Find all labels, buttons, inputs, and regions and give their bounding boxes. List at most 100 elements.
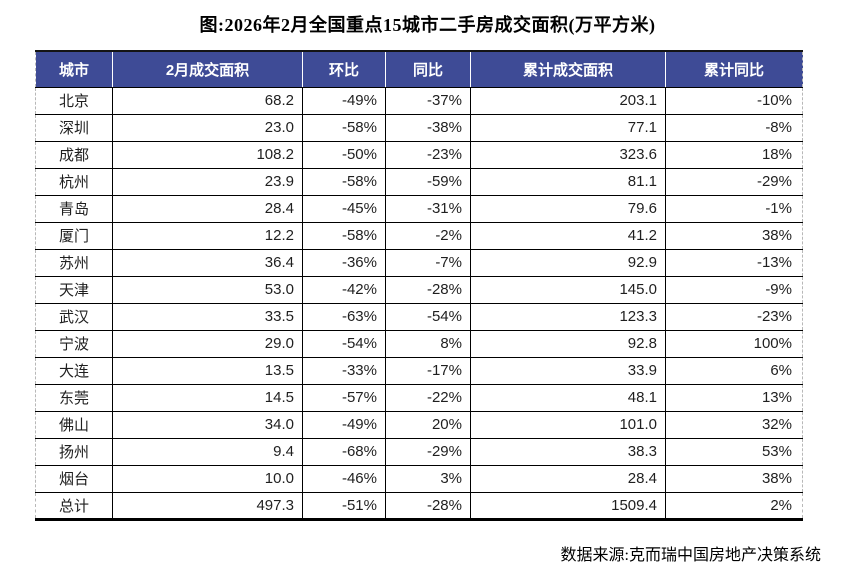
table-row: 成都 108.2 -50% -23% 323.6 18% [35, 140, 803, 169]
col-header-feb-area: 2月成交面积 [112, 50, 303, 88]
col-header-cumulative-yoy: 累计同比 [665, 50, 803, 88]
feb-area-cell: 36.4 [112, 248, 303, 277]
city-cell: 宁波 [35, 329, 113, 358]
city-cell: 东莞 [35, 383, 113, 412]
col-header-yoy-change: 同比 [385, 50, 471, 88]
cumulative-yoy-cell: 13% [665, 383, 803, 412]
yoy-change-cell: -2% [385, 221, 471, 250]
city-cell: 扬州 [35, 437, 113, 466]
city-cell: 武汉 [35, 302, 113, 331]
city-cell: 总计 [35, 491, 113, 521]
feb-area-cell: 10.0 [112, 464, 303, 493]
yoy-change-cell: -23% [385, 140, 471, 169]
table-row: 苏州 36.4 -36% -7% 92.9 -13% [35, 248, 803, 277]
feb-area-cell: 23.0 [112, 113, 303, 142]
table-row: 厦门 12.2 -58% -2% 41.2 38% [35, 221, 803, 250]
yoy-change-cell: -31% [385, 194, 471, 223]
header-row: 城市 2月成交面积 环比 同比 累计成交面积 累计同比 [35, 50, 803, 88]
table-row: 扬州 9.4 -68% -29% 38.3 53% [35, 437, 803, 466]
city-cell: 厦门 [35, 221, 113, 250]
feb-area-cell: 33.5 [112, 302, 303, 331]
cumulative-area-cell: 41.2 [470, 221, 666, 250]
city-cell: 深圳 [35, 113, 113, 142]
yoy-change-cell: -7% [385, 248, 471, 277]
city-cell: 青岛 [35, 194, 113, 223]
yoy-change-cell: 3% [385, 464, 471, 493]
mom-change-cell: -46% [302, 464, 386, 493]
feb-area-cell: 68.2 [112, 86, 303, 115]
feb-area-cell: 9.4 [112, 437, 303, 466]
cumulative-area-cell: 38.3 [470, 437, 666, 466]
cumulative-area-cell: 77.1 [470, 113, 666, 142]
mom-change-cell: -33% [302, 356, 386, 385]
yoy-change-cell: -29% [385, 437, 471, 466]
cumulative-yoy-cell: 32% [665, 410, 803, 439]
cumulative-area-cell: 48.1 [470, 383, 666, 412]
yoy-change-cell: -28% [385, 491, 471, 521]
feb-area-cell: 108.2 [112, 140, 303, 169]
table-row: 天津 53.0 -42% -28% 145.0 -9% [35, 275, 803, 304]
city-transactions-table: 城市 2月成交面积 环比 同比 累计成交面积 累计同比 北京 68.2 -49% -3… [35, 50, 803, 521]
mom-change-cell: -45% [302, 194, 386, 223]
cumulative-yoy-cell: -1% [665, 194, 803, 223]
cumulative-yoy-cell: -8% [665, 113, 803, 142]
feb-area-cell: 53.0 [112, 275, 303, 304]
cumulative-area-cell: 92.9 [470, 248, 666, 277]
yoy-change-cell: -59% [385, 167, 471, 196]
mom-change-cell: -50% [302, 140, 386, 169]
table-row: 佛山 34.0 -49% 20% 101.0 32% [35, 410, 803, 439]
total-row: 总计 497.3 -51% -28% 1509.4 2% [35, 491, 803, 521]
col-header-mom-change: 环比 [302, 50, 386, 88]
feb-area-cell: 29.0 [112, 329, 303, 358]
cumulative-area-cell: 81.1 [470, 167, 666, 196]
yoy-change-cell: 8% [385, 329, 471, 358]
data-source-note: 数据来源:克而瑞中国房地产决策系统 [560, 547, 821, 564]
feb-area-cell: 13.5 [112, 356, 303, 385]
cumulative-area-cell: 203.1 [470, 86, 666, 115]
mom-change-cell: -57% [302, 383, 386, 412]
cumulative-yoy-cell: -10% [665, 86, 803, 115]
table-row: 北京 68.2 -49% -37% 203.1 -10% [35, 86, 803, 115]
feb-area-cell: 497.3 [112, 491, 303, 521]
mom-change-cell: -42% [302, 275, 386, 304]
cumulative-yoy-cell: -13% [665, 248, 803, 277]
table-row: 东莞 14.5 -57% -22% 48.1 13% [35, 383, 803, 412]
city-cell: 杭州 [35, 167, 113, 196]
cumulative-area-cell: 79.6 [470, 194, 666, 223]
mom-change-cell: -58% [302, 221, 386, 250]
table-row: 大连 13.5 -33% -17% 33.9 6% [35, 356, 803, 385]
city-cell: 佛山 [35, 410, 113, 439]
feb-area-cell: 14.5 [112, 383, 303, 412]
city-cell: 大连 [35, 356, 113, 385]
mom-change-cell: -58% [302, 113, 386, 142]
mom-change-cell: -51% [302, 491, 386, 521]
mom-change-cell: -63% [302, 302, 386, 331]
cumulative-area-cell: 323.6 [470, 140, 666, 169]
yoy-change-cell: 20% [385, 410, 471, 439]
cumulative-yoy-cell: 53% [665, 437, 803, 466]
cumulative-yoy-cell: 2% [665, 491, 803, 521]
feb-area-cell: 34.0 [112, 410, 303, 439]
feb-area-cell: 28.4 [112, 194, 303, 223]
mom-change-cell: -54% [302, 329, 386, 358]
mom-change-cell: -49% [302, 410, 386, 439]
page-title: 图:2026年2月全国重点15城市二手房成交面积(万平方米) [199, 15, 656, 35]
yoy-change-cell: -38% [385, 113, 471, 142]
yoy-change-cell: -54% [385, 302, 471, 331]
cumulative-area-cell: 28.4 [470, 464, 666, 493]
table-row: 武汉 33.5 -63% -54% 123.3 -23% [35, 302, 803, 331]
mom-change-cell: -49% [302, 86, 386, 115]
cumulative-area-cell: 101.0 [470, 410, 666, 439]
cumulative-yoy-cell: 100% [665, 329, 803, 358]
yoy-change-cell: -37% [385, 86, 471, 115]
city-cell: 苏州 [35, 248, 113, 277]
city-cell: 成都 [35, 140, 113, 169]
yoy-change-cell: -17% [385, 356, 471, 385]
cumulative-area-cell: 92.8 [470, 329, 666, 358]
cumulative-area-cell: 123.3 [470, 302, 666, 331]
cumulative-area-cell: 145.0 [470, 275, 666, 304]
cumulative-area-cell: 1509.4 [470, 491, 666, 521]
table-row: 深圳 23.0 -58% -38% 77.1 -8% [35, 113, 803, 142]
mom-change-cell: -58% [302, 167, 386, 196]
